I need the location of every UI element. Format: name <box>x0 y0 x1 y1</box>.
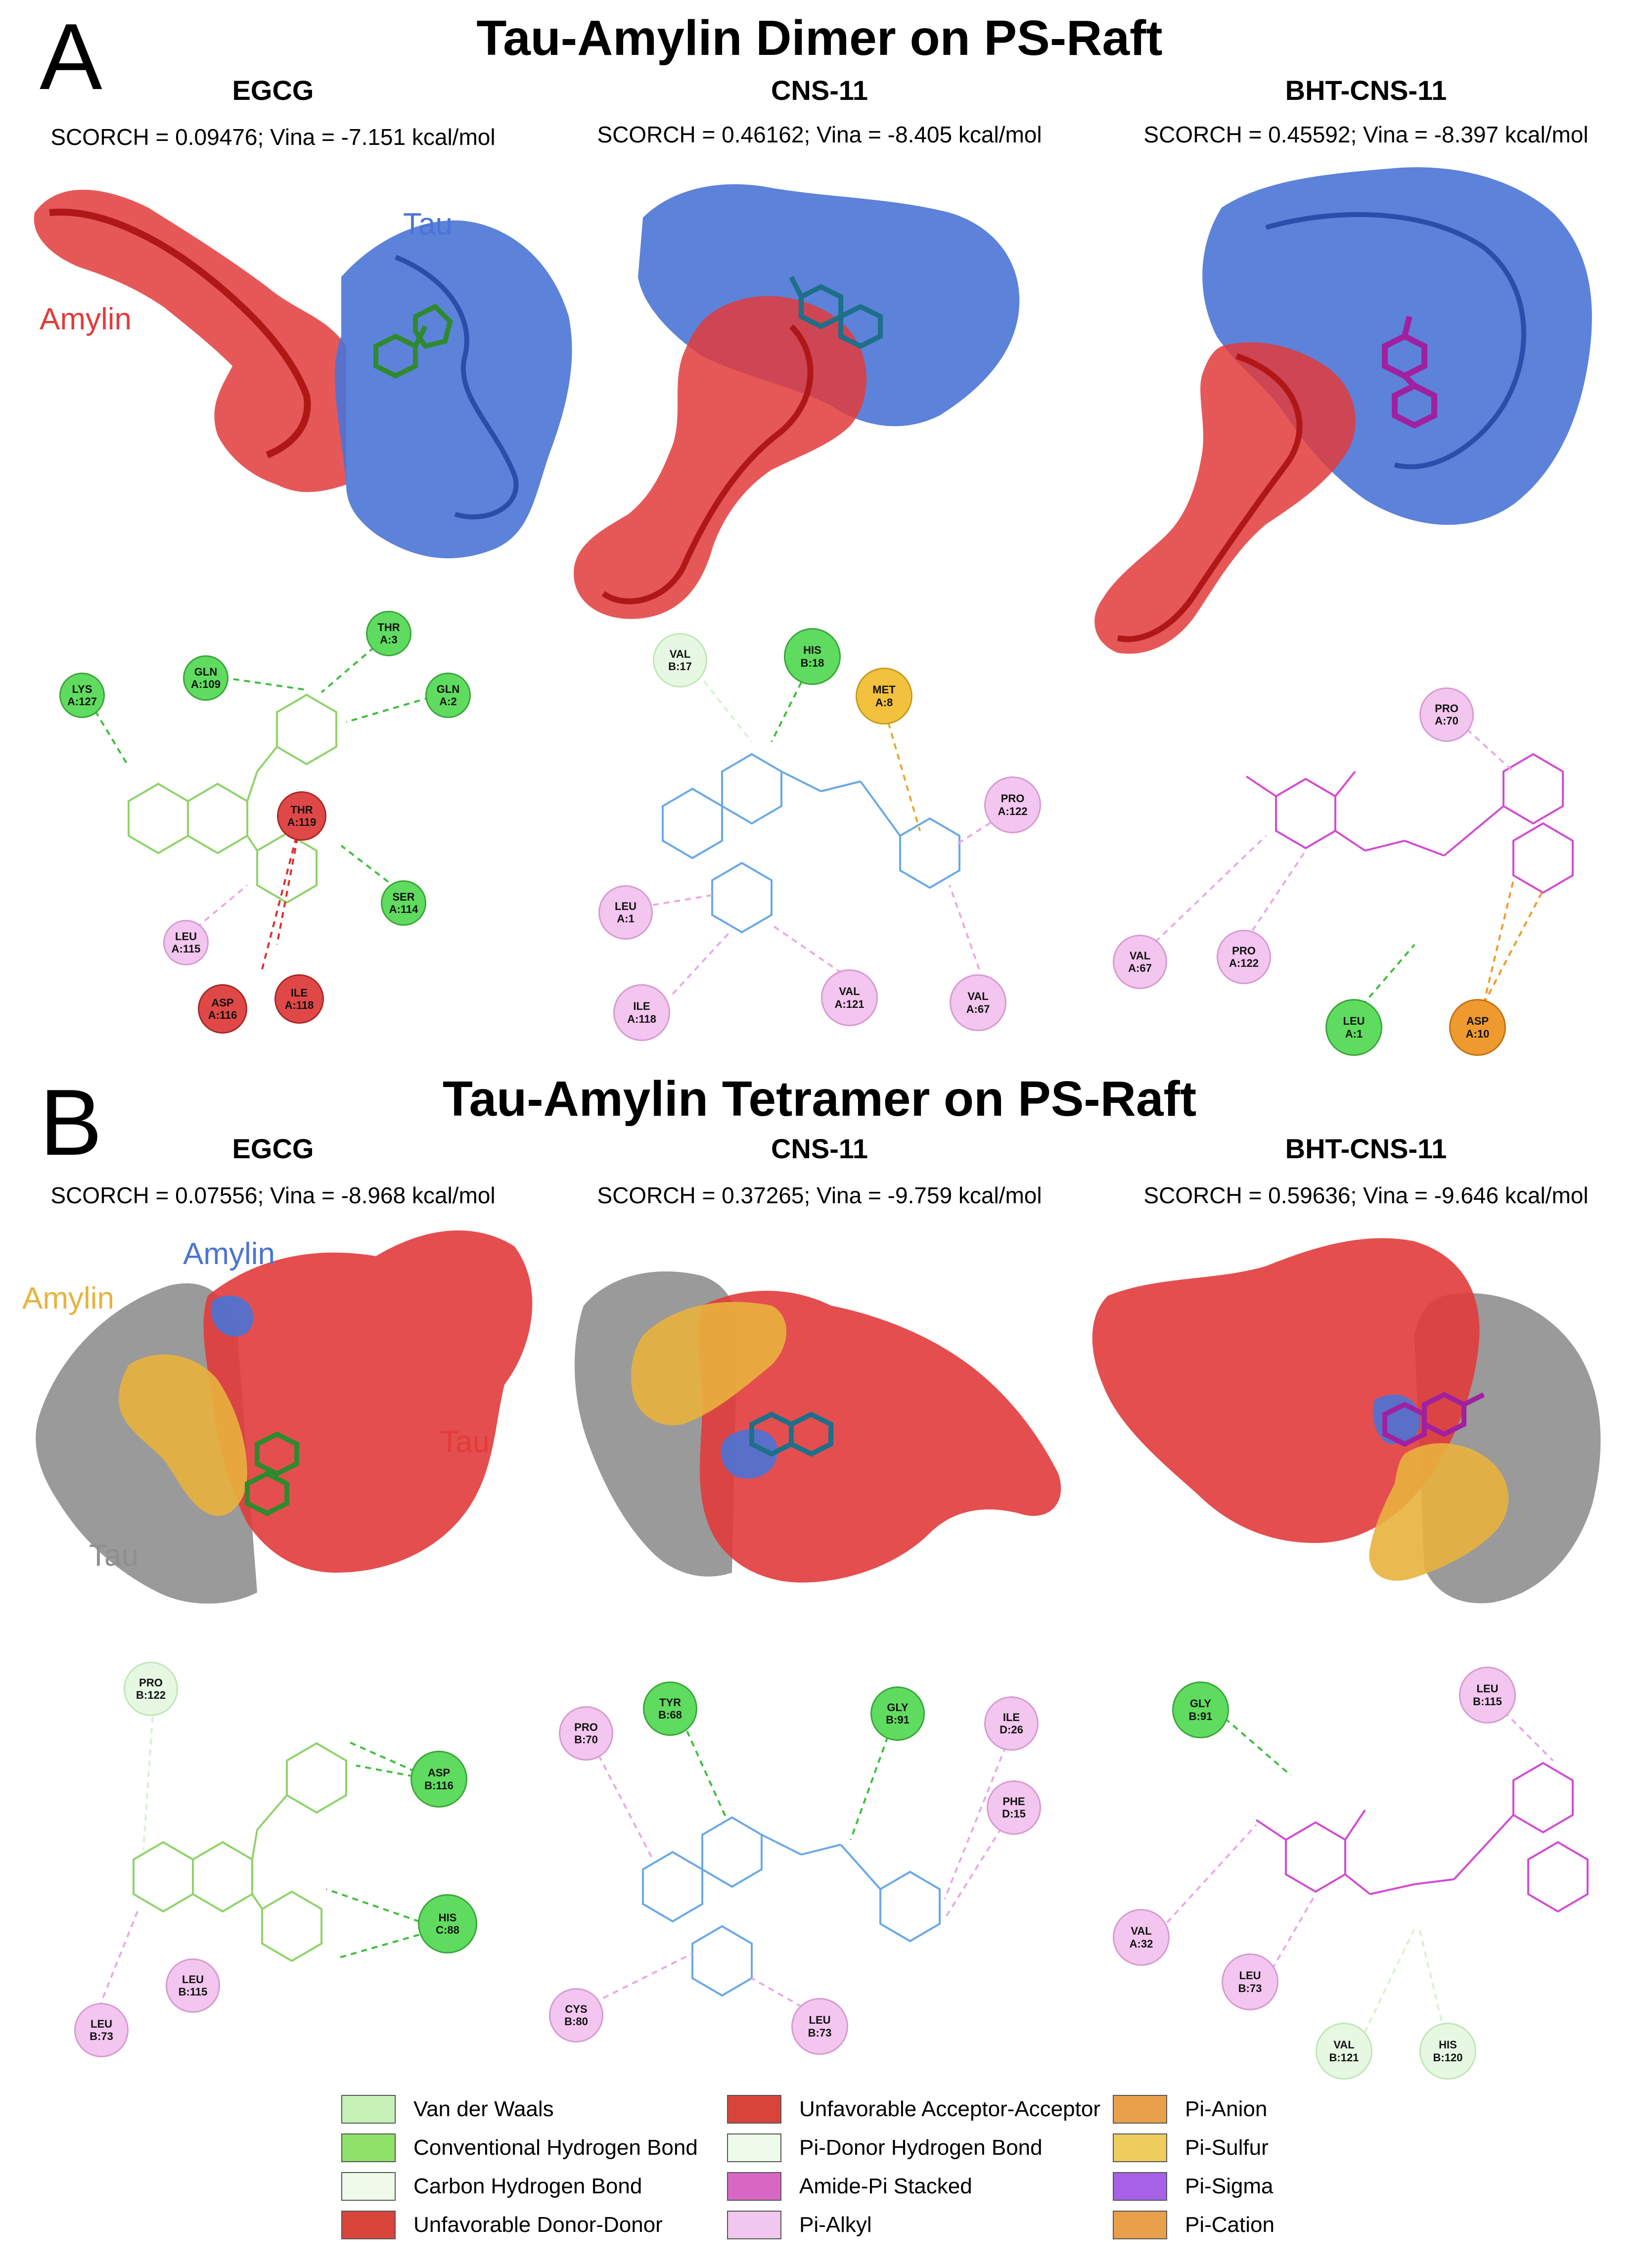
a-score-bht: SCORCH = 0.45592; Vina = -8.397 kcal/mol <box>1143 122 1589 147</box>
legend-swatch <box>1113 2211 1167 2239</box>
b-egcg-2d-contacts <box>98 1706 441 2008</box>
amylin-surface <box>34 189 347 492</box>
amylin-yellow-surface <box>119 1354 247 1516</box>
cns11-ligand-3d <box>789 275 883 349</box>
legend-label: Unfavorable Donor-Donor <box>413 2213 663 2237</box>
legend-swatch <box>727 2211 781 2239</box>
a-label-amylin: Amylin <box>40 302 132 336</box>
panel-letter-b: B <box>40 1070 102 1175</box>
a-cns11-structure <box>574 184 1020 619</box>
b-col-title-egcg: EGCG <box>232 1133 314 1164</box>
b-label-tau-red: Tau <box>440 1425 490 1459</box>
bht-ligand-3d <box>1382 316 1437 429</box>
legend-swatch <box>341 2133 396 2162</box>
a-col-title-egcg: EGCG <box>232 75 314 106</box>
legend-swatch <box>727 2172 781 2201</box>
legend-swatch <box>1113 2172 1167 2201</box>
b-cns11-structure <box>574 1271 1061 1583</box>
legend-item: Carbon Hydrogen Bond <box>341 2170 642 2203</box>
b-egcg-structure <box>36 1230 533 1604</box>
b-label-amylin-blue: Amylin <box>183 1237 275 1271</box>
panel-b-title: Tau-Amylin Tetramer on PS-Raft <box>442 1071 1197 1127</box>
a-egcg-structure <box>34 189 572 558</box>
a-cns11-2d <box>662 753 960 934</box>
b-egcg-2d <box>133 1742 347 1962</box>
b-label-tau-gray: Tau <box>89 1539 138 1573</box>
amylin-backbone <box>49 209 311 458</box>
legend-item: Pi-Donor Hydrogen Bond <box>727 2132 1043 2164</box>
legend-label: Pi-Sulfur <box>1185 2135 1269 2160</box>
legend-label: Pi-Sigma <box>1185 2174 1274 2198</box>
b-label-amylin-yellow: Amylin <box>22 1281 115 1315</box>
amylin-surface <box>1094 342 1356 654</box>
a-label-tau: Tau <box>403 207 453 241</box>
tau-red-surface <box>1092 1238 1480 1543</box>
b-bht-2d-contacts <box>1151 1695 1554 2053</box>
a-bht-2d <box>1245 753 1574 894</box>
legend-label: Pi-Anion <box>1185 2097 1268 2121</box>
legend-swatch <box>1113 2095 1167 2124</box>
bht-ligand-3d <box>1382 1392 1485 1447</box>
amylin-blue-surface <box>721 1429 777 1479</box>
panel-letter-a: A <box>40 4 102 109</box>
amylin-blue-surface <box>211 1295 253 1337</box>
egcg-ligand-3d <box>245 1431 299 1516</box>
legend-item: Pi-Sigma <box>1113 2170 1274 2203</box>
cns11-ligand-3d <box>749 1411 833 1457</box>
legend-item: Pi-Alkyl <box>727 2209 872 2241</box>
legend-item: Conventional Hydrogen Bond <box>341 2132 698 2164</box>
legend-item: Pi-Anion <box>1113 2093 1267 2126</box>
tau-backbone <box>395 255 519 520</box>
a-bht-structure <box>1094 167 1592 654</box>
legend-swatch <box>727 2133 781 2162</box>
legend-label: Amide-Pi Stacked <box>799 2174 972 2198</box>
a-col-title-cns11: CNS-11 <box>771 75 868 106</box>
amylin-backbone <box>1117 353 1303 642</box>
b-cns11-2d <box>642 1816 941 1997</box>
legend-item: Pi-Cation <box>1113 2209 1275 2241</box>
b-col-title-cns11: CNS-11 <box>771 1133 868 1164</box>
b-score-bht: SCORCH = 0.59636; Vina = -9.646 kcal/mol <box>1143 1182 1589 1208</box>
amylin-backbone <box>601 324 814 604</box>
legend-swatch <box>727 2095 781 2124</box>
legend-label: Pi-Cation <box>1185 2213 1275 2237</box>
tau-red-surface <box>698 1291 1061 1583</box>
panel-a-title: Tau-Amylin Dimer on PS-Raft <box>476 10 1163 66</box>
legend-swatch <box>341 2095 396 2124</box>
amylin-yellow-surface <box>631 1302 786 1425</box>
legend-swatch <box>341 2211 396 2239</box>
legend-swatch <box>1113 2133 1167 2162</box>
a-col-title-bht: BHT-CNS-11 <box>1285 75 1447 106</box>
b-col-title-bht: BHT-CNS-11 <box>1285 1133 1447 1164</box>
legend-label: Pi-Alkyl <box>799 2213 872 2237</box>
amylin-yellow-surface <box>1369 1443 1508 1581</box>
b-bht-structure <box>1092 1238 1601 1603</box>
legend-label: Conventional Hydrogen Bond <box>413 2135 698 2160</box>
b-score-egcg: SCORCH = 0.07556; Vina = -8.968 kcal/mol <box>50 1182 496 1208</box>
legend-label: Van der Waals <box>413 2097 554 2121</box>
tau-backbone <box>1265 212 1526 469</box>
legend-item: Pi-Sulfur <box>1113 2132 1269 2164</box>
legend-item: Unfavorable Acceptor-Acceptor <box>727 2093 1100 2126</box>
legend-label: Carbon Hydrogen Bond <box>413 2174 642 2198</box>
legend-item: Amide-Pi Stacked <box>727 2170 972 2203</box>
a-score-egcg: SCORCH = 0.09476; Vina = -7.151 kcal/mol <box>50 124 496 150</box>
legend-item: Van der Waals <box>341 2093 554 2126</box>
legend-item: Unfavorable Donor-Donor <box>341 2209 663 2241</box>
legend-label: Pi-Donor Hydrogen Bond <box>799 2135 1043 2160</box>
a-score-cns11: SCORCH = 0.46162; Vina = -8.405 kcal/mol <box>597 122 1042 147</box>
amylin-surface <box>574 296 867 619</box>
b-score-cns11: SCORCH = 0.37265; Vina = -9.759 kcal/mol <box>597 1182 1042 1208</box>
b-bht-2d <box>1255 1762 1589 1913</box>
egcg-ligand-3d <box>373 303 453 379</box>
legend-label: Unfavorable Acceptor-Acceptor <box>799 2097 1100 2121</box>
legend-swatch <box>341 2172 396 2201</box>
